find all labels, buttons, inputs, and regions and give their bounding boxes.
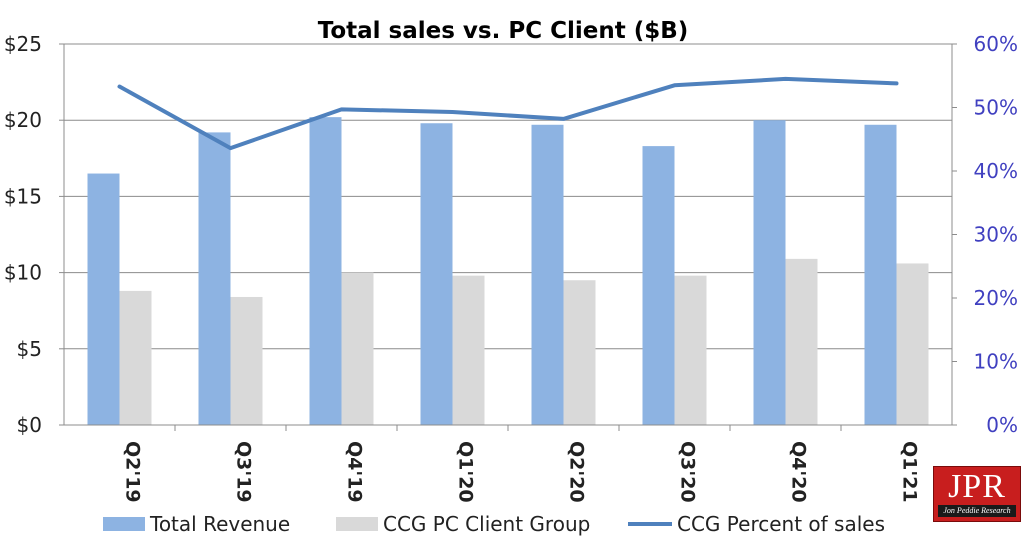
line-ccg-percent-of-sales	[117, 76, 899, 151]
jpr-logo: JPR Jon Peddie Research	[933, 466, 1021, 522]
x-tick-label: Q4'20	[788, 441, 810, 503]
bar-ccg-pc-client-group-4	[563, 280, 596, 425]
gridlines	[64, 43, 952, 350]
axes: $0 $5 $10 $15 $20 $25 0% 10% 20% 30% 40% 50% 60% Q2'1…	[4, 32, 1018, 503]
y-right-tick-label: 0%	[986, 413, 1018, 437]
x-tick-label: Q2'20	[566, 441, 588, 503]
y-left-tick-label: $5	[17, 337, 42, 361]
y-right-tick-label: 50%	[974, 96, 1018, 120]
logo-sub-text: Jon Peddie Research	[938, 505, 1016, 517]
y-left-tick-label: $10	[4, 261, 42, 285]
bar-total-revenue-1	[198, 132, 231, 425]
y-right-tick-label: 40%	[974, 159, 1018, 183]
line-series	[117, 76, 899, 151]
y-left-tick-label: $0	[17, 413, 42, 437]
x-tick-label: Q1'20	[455, 441, 477, 503]
logo-main-text: JPR	[948, 468, 1006, 505]
legend: Total Revenue CCG PC Client Group CCG Pe…	[103, 512, 885, 536]
bar-total-revenue-0	[87, 173, 120, 425]
y-right-tick-label: 30%	[974, 223, 1018, 247]
y-left-tick-label: $15	[4, 184, 42, 208]
bar-ccg-pc-client-group-1	[230, 296, 263, 425]
legend-label-ccg-percent-of-sales: CCG Percent of sales	[677, 512, 885, 536]
bar-ccg-pc-client-group-2	[341, 272, 374, 425]
bar-total-revenue-2	[309, 117, 342, 425]
legend-label-ccg-pc-client-group: CCG PC Client Group	[383, 512, 590, 536]
bar-ccg-pc-client-group-6	[785, 258, 818, 425]
bar-ccg-pc-client-group-0	[119, 290, 152, 425]
bars	[87, 117, 929, 426]
bar-ccg-pc-client-group-7	[896, 263, 929, 425]
y-right-tick-label: 10%	[974, 350, 1018, 374]
x-tick-label: Q1'21	[899, 441, 921, 503]
y-left-tick-label: $20	[4, 108, 42, 132]
bar-total-revenue-7	[864, 124, 897, 425]
legend-swatch-ccg-pc-client-group	[336, 517, 378, 531]
bar-total-revenue-3	[420, 123, 453, 426]
bar-total-revenue-4	[531, 124, 564, 425]
bar-total-revenue-6	[753, 120, 786, 425]
x-tick-label: Q4'19	[344, 441, 366, 503]
legend-label-total-revenue: Total Revenue	[149, 512, 290, 536]
bar-total-revenue-5	[642, 146, 675, 425]
y-left-tick-label: $25	[4, 32, 42, 56]
legend-swatch-total-revenue	[103, 517, 145, 531]
bar-ccg-pc-client-group-3	[452, 275, 485, 425]
chart-title: Total sales vs. PC Client ($B)	[318, 18, 689, 44]
x-tick-label: Q3'19	[233, 441, 255, 503]
y-right-tick-label: 20%	[974, 286, 1018, 310]
x-tick-label: Q3'20	[677, 441, 699, 503]
x-tick-label: Q2'19	[122, 441, 144, 503]
y-right-tick-label: 60%	[974, 32, 1018, 56]
bar-ccg-pc-client-group-5	[674, 275, 707, 425]
